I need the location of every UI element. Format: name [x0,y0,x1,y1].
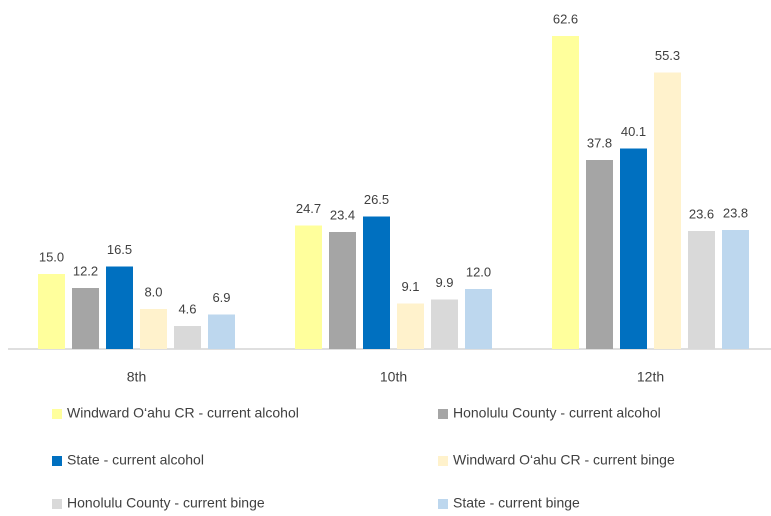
bar [329,232,356,349]
x-tick-label: 12th [637,369,664,385]
legend-label: State - current alcohol [67,452,204,468]
bar [363,216,390,349]
bar [295,225,322,349]
data-label: 23.6 [689,206,714,221]
data-label: 24.7 [296,201,321,216]
data-label: 4.6 [178,301,196,316]
legend-label: Honolulu County - current binge [67,495,265,511]
data-label: 26.5 [364,192,389,207]
data-label: 16.5 [107,242,132,257]
data-label: 15.0 [39,249,64,264]
bar [465,289,492,349]
data-label: 55.3 [655,48,680,63]
legend-swatch [438,499,448,509]
data-label: 62.6 [553,11,578,26]
bar [397,303,424,349]
bar [174,326,201,349]
data-label: 12.2 [73,263,98,278]
bar [620,148,647,349]
legend-label: Windward O‘ahu CR - current binge [453,452,675,468]
legend-swatch [52,456,62,466]
legend-swatch [52,499,62,509]
data-label: 6.9 [212,290,230,305]
legend-swatch [438,409,448,419]
legend-label: State - current binge [453,495,580,511]
bar [688,231,715,349]
x-tick-label: 10th [380,369,407,385]
data-label: 12.0 [466,264,491,279]
bar [208,314,235,349]
data-label: 40.1 [621,124,646,139]
bar [38,274,65,349]
bar [106,266,133,349]
data-label: 23.4 [330,207,355,222]
bar [552,36,579,349]
bar [586,160,613,349]
bar [140,309,167,349]
legend-label: Honolulu County - current alcohol [453,405,661,421]
data-label: 37.8 [587,135,612,150]
x-tick-label: 8th [127,369,146,385]
bar [654,72,681,349]
legend-swatch [52,409,62,419]
data-label: 9.1 [401,279,419,294]
data-label: 9.9 [435,275,453,290]
bar [431,299,458,349]
data-label: 23.8 [723,205,748,220]
data-label: 8.0 [144,284,162,299]
legend-swatch [438,456,448,466]
legend-label: Windward O‘ahu CR - current alcohol [67,405,299,421]
bar [722,230,749,349]
bar [72,288,99,349]
